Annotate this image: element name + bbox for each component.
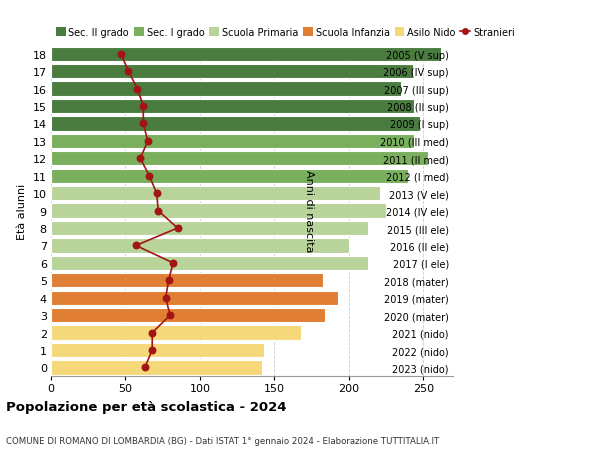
Point [166, 312, 175, 319]
Point [148, 329, 157, 336]
Bar [51, 239, 349, 253]
Text: Popolazione per età scolastica - 2024: Popolazione per età scolastica - 2024 [6, 400, 287, 413]
Point [139, 121, 148, 128]
Point [161, 294, 170, 302]
Bar [51, 187, 380, 201]
Point [139, 103, 148, 111]
Bar [51, 361, 262, 375]
Legend: Sec. II grado, Sec. I grado, Scuola Primaria, Scuola Infanzia, Asilo Nido, Stran: Sec. II grado, Sec. I grado, Scuola Prim… [56, 28, 515, 38]
Y-axis label: Anni di nascita: Anni di nascita [304, 170, 314, 252]
Bar [51, 343, 264, 358]
Point [164, 277, 173, 285]
Point [136, 155, 145, 162]
Point [124, 68, 133, 76]
Bar [51, 100, 414, 114]
Bar [51, 204, 386, 218]
Point [168, 260, 178, 267]
Point [133, 86, 142, 93]
Point [173, 225, 182, 232]
Bar [51, 117, 420, 131]
Bar [51, 169, 409, 184]
Point [148, 347, 157, 354]
Bar [51, 308, 325, 323]
Text: COMUNE DI ROMANO DI LOMBARDIA (BG) - Dati ISTAT 1° gennaio 2024 - Elaborazione T: COMUNE DI ROMANO DI LOMBARDIA (BG) - Dat… [6, 436, 439, 445]
Bar [51, 256, 368, 270]
Bar [51, 326, 301, 340]
Bar [51, 291, 338, 305]
Point [131, 242, 140, 250]
Bar [51, 134, 414, 149]
Bar [51, 65, 413, 79]
Bar [51, 47, 441, 62]
Point [145, 173, 154, 180]
Bar [51, 152, 428, 166]
Y-axis label: Età alunni: Età alunni [17, 183, 27, 239]
Bar [51, 221, 368, 235]
Bar [51, 82, 401, 96]
Point [154, 207, 163, 215]
Point [143, 138, 152, 145]
Bar [51, 274, 323, 288]
Point [152, 190, 161, 197]
Point [140, 364, 149, 371]
Point [116, 51, 126, 58]
